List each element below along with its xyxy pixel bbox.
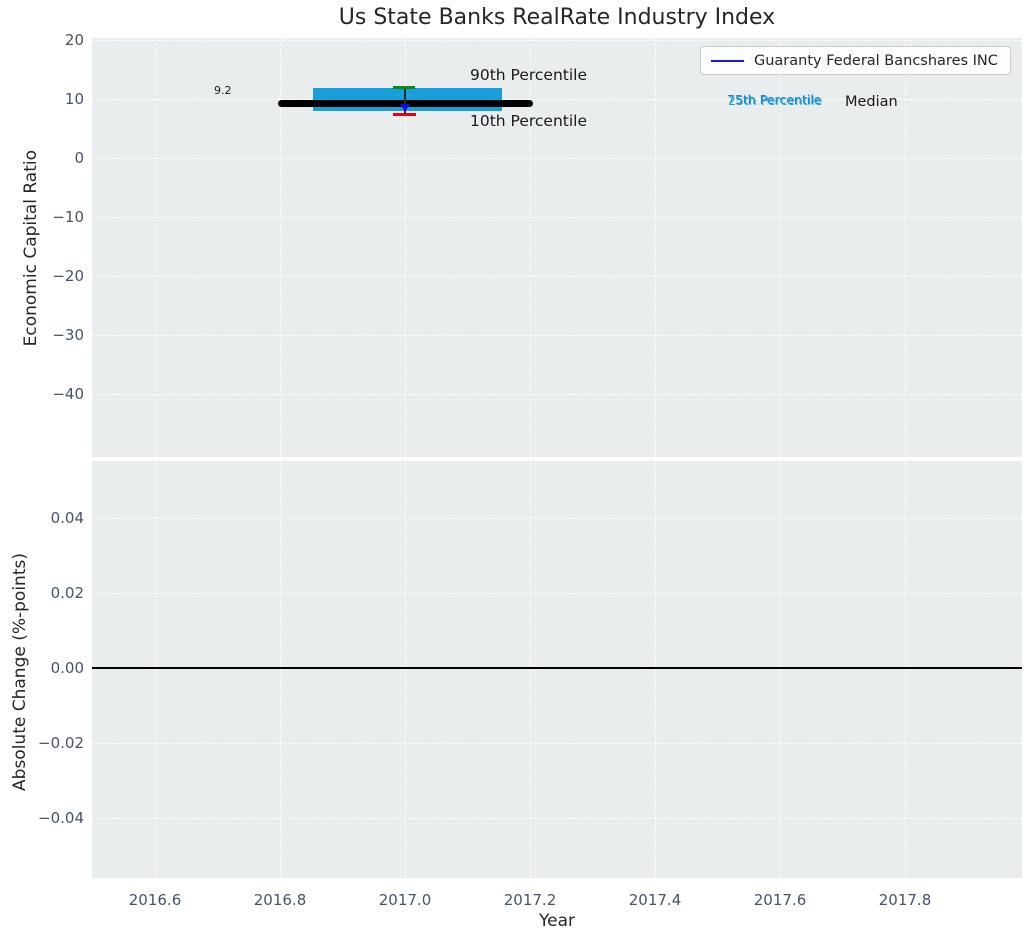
y-tick-label: 10 [64,90,84,108]
gridline [92,217,1022,218]
gridline [405,38,406,457]
gridline [655,38,656,457]
top-subplot: 9.2 90th Percentile 10th Percentile 75th… [92,38,1022,457]
x-tick-label: 2017.6 [753,891,807,909]
y-tick-label: −10 [52,208,84,226]
y-tick-label: −0.04 [38,809,84,827]
percentile-10-label: 10th Percentile [470,112,588,130]
x-tick-label: 2016.6 [128,891,182,909]
bottom-y-axis-label: Absolute Change (%-points) [10,553,30,791]
y-tick-label: 0.02 [50,584,84,602]
gridline [155,461,156,878]
percentile-90-label: 90th Percentile [470,66,588,84]
y-tick-label: 0 [74,149,84,167]
gridline [155,38,156,457]
gridline [92,99,1022,100]
x-tick-label: 2017.4 [628,891,682,909]
zero-reference-line [92,667,1022,669]
percentile-25-label: 25th Percentile [728,93,823,108]
y-tick-label: 0.00 [50,659,84,677]
median-line [278,100,533,107]
gridline [780,461,781,878]
y-tick-label: −30 [52,326,84,344]
percentile-10-cap [393,113,416,116]
gridline [280,38,281,457]
x-axis-label: Year [539,911,575,931]
x-tick-label: 2016.8 [253,891,307,909]
x-tick-label: 2017.8 [878,891,932,909]
y-tick-label: 0.04 [50,509,84,527]
y-tick-label: −40 [52,385,84,403]
gridline [92,818,1022,819]
gridline [92,593,1022,594]
gridline [92,335,1022,336]
gridline [280,461,281,878]
gridline [530,38,531,457]
gridline [905,38,906,457]
percentile-90-cap [393,86,415,89]
y-tick-label: −0.02 [38,734,84,752]
gridline [92,158,1022,159]
gridline [92,518,1022,519]
legend-line-icon [711,59,744,62]
gridline [405,461,406,878]
percentile-75-label: 75th Percentile [727,92,822,107]
gridline [905,461,906,878]
gridline [780,38,781,457]
y-tick-label: 20 [64,31,84,49]
top-y-axis-label: Economic Capital Ratio [21,150,41,347]
gridline [530,461,531,878]
x-tick-label: 2017.2 [503,891,557,909]
gridline [92,40,1022,41]
y-tick-label: −20 [52,267,84,285]
company-marker-icon [400,104,410,112]
gridline [92,394,1022,395]
page-title: Us State Banks RealRate Industry Index [338,5,776,30]
x-tick-label: 2017.0 [378,891,432,909]
legend: Guaranty Federal Bancshares INC [700,46,1011,75]
median-value-label: 9.2 [214,84,232,97]
gridline [92,276,1022,277]
bottom-subplot [92,461,1022,878]
median-text-label: Median [845,94,898,110]
legend-label: Guaranty Federal Bancshares INC [754,52,998,69]
gridline [92,743,1022,744]
errorbar-stem [404,88,406,114]
gridline [655,461,656,878]
